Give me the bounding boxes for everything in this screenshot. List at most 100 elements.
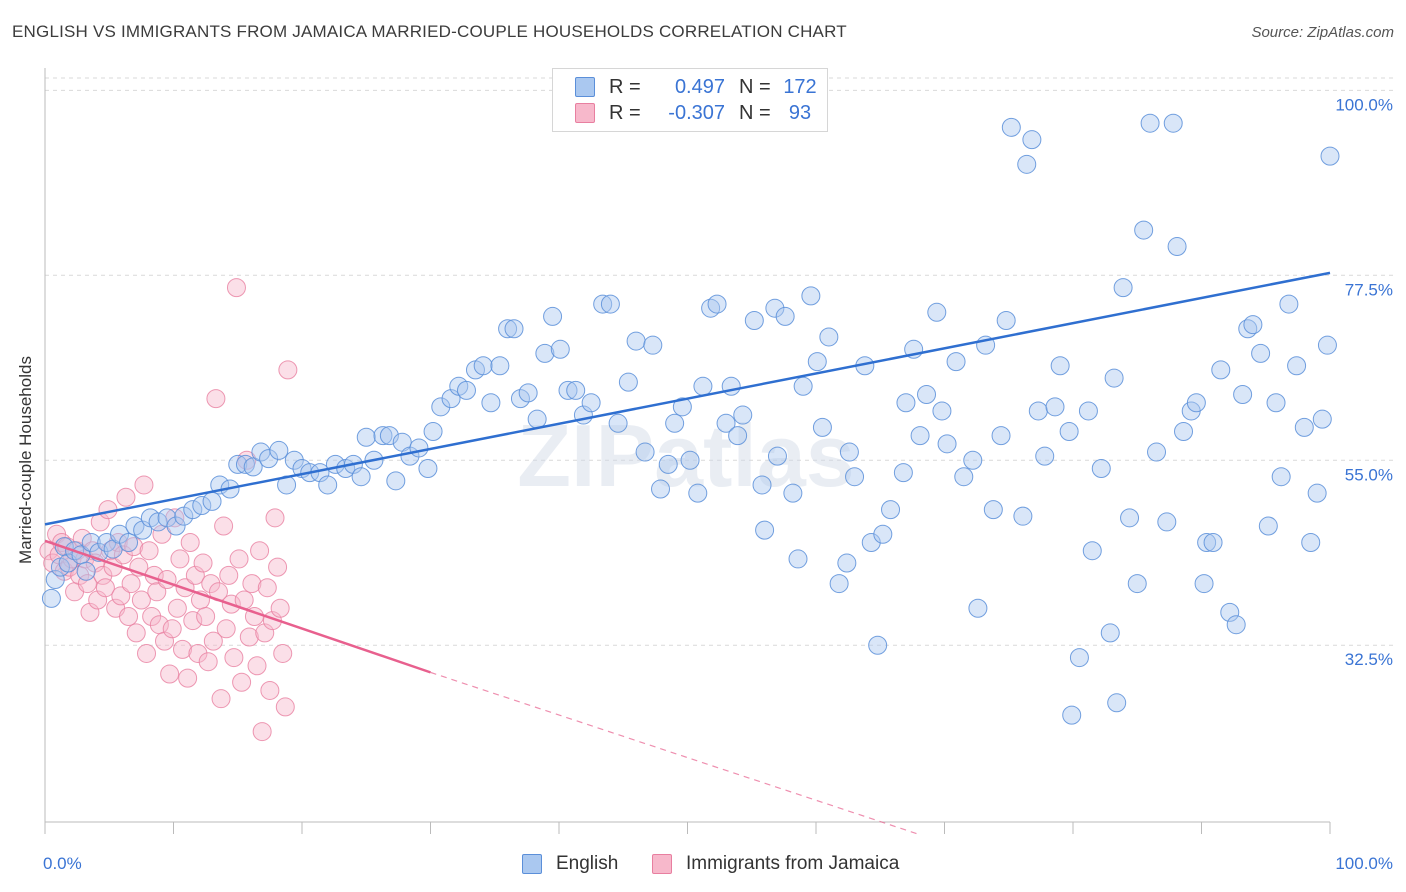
english-point xyxy=(807,352,827,372)
english-point xyxy=(1069,648,1089,668)
jamaica-trend-extension xyxy=(430,671,919,835)
english-point xyxy=(1279,294,1299,314)
english-point xyxy=(1197,532,1217,552)
n-value-jamaica: 93 xyxy=(788,101,812,124)
jamaica-point xyxy=(139,541,159,561)
jamaica-point xyxy=(216,619,236,639)
english-point xyxy=(1258,516,1278,536)
english-point xyxy=(183,500,203,520)
english-point xyxy=(543,306,563,326)
jamaica-point xyxy=(113,545,133,565)
english-point xyxy=(1017,154,1037,174)
jamaica-point xyxy=(160,664,180,684)
english-point xyxy=(635,442,655,462)
english-point xyxy=(284,450,304,470)
english-point xyxy=(1013,506,1033,526)
x-tick-label: 100.0% xyxy=(1335,854,1393,873)
jamaica-point xyxy=(80,602,100,622)
jamaica-point xyxy=(232,672,252,692)
english-point xyxy=(490,356,510,376)
tick-labels: 100.0% 77.5% 55.0% 32.5% 0.0% 100.0% xyxy=(43,95,1393,873)
english-point xyxy=(626,331,646,351)
english-point xyxy=(937,434,957,454)
english-point xyxy=(873,524,893,544)
jamaica-point xyxy=(198,652,218,672)
bottom-legend-english: English xyxy=(522,852,618,876)
english-point xyxy=(431,397,451,417)
jamaica-point xyxy=(257,578,277,598)
english-point xyxy=(498,319,518,339)
english-point xyxy=(983,500,1003,520)
r-value-jamaica: -0.307 xyxy=(668,101,725,124)
english-point xyxy=(910,426,930,446)
r-label: R = xyxy=(609,75,641,98)
english-point xyxy=(1078,401,1098,421)
x-tick-label: 0.0% xyxy=(43,854,82,873)
english-point xyxy=(651,479,671,499)
english-point xyxy=(373,426,393,446)
english-point xyxy=(1140,113,1160,133)
jamaica-trend-line xyxy=(44,539,431,674)
jamaica-swatch xyxy=(575,103,595,123)
english-point xyxy=(593,294,613,314)
english-point xyxy=(954,467,974,487)
english-point xyxy=(1220,602,1240,622)
english-point xyxy=(1147,442,1167,462)
legend-row-english: R = 0.497 N = 172 xyxy=(575,75,825,99)
english-point xyxy=(1320,146,1340,166)
english-point xyxy=(192,495,212,515)
english-point xyxy=(917,385,937,405)
english-point xyxy=(896,393,916,413)
english-point xyxy=(473,356,493,376)
english-point xyxy=(1211,360,1231,380)
english-point xyxy=(600,294,620,314)
english-point xyxy=(658,454,678,474)
english-point xyxy=(535,343,555,363)
english-point xyxy=(793,376,813,396)
english-point xyxy=(1120,508,1140,528)
english-point xyxy=(527,409,547,429)
jamaica-point xyxy=(214,516,234,536)
jamaica-point xyxy=(193,553,213,573)
english-point xyxy=(893,463,913,483)
english-legend-label: English xyxy=(556,853,619,874)
english-point xyxy=(839,442,859,462)
watermark: ZIPatlas xyxy=(517,406,854,505)
english-point xyxy=(243,457,263,477)
jamaica-point xyxy=(167,598,187,618)
jamaica-point xyxy=(273,643,293,663)
english-swatch xyxy=(575,77,595,97)
english-point xyxy=(1186,393,1206,413)
english-point xyxy=(1091,458,1111,478)
axes xyxy=(44,68,1331,834)
english-point xyxy=(1157,512,1177,532)
jamaica-point xyxy=(147,582,167,602)
english-point xyxy=(775,306,795,326)
english-point xyxy=(1301,532,1321,552)
jamaica-point xyxy=(77,574,97,594)
english-point xyxy=(566,380,586,400)
english-point xyxy=(991,426,1011,446)
jamaica-point xyxy=(172,639,192,659)
jamaica-point xyxy=(188,643,208,663)
english-point xyxy=(788,549,808,569)
n-label: N = xyxy=(739,75,771,98)
english-point xyxy=(76,561,96,581)
english-point xyxy=(688,483,708,503)
jamaica-point xyxy=(178,668,198,688)
legend-row-jamaica: R = -0.307 N = 93 xyxy=(575,101,825,125)
english-point xyxy=(510,389,530,409)
english-point xyxy=(45,569,65,589)
chart-title: ENGLISH VS IMMIGRANTS FROM JAMAICA MARRI… xyxy=(12,22,847,41)
english-point xyxy=(1127,574,1147,594)
english-point xyxy=(868,635,888,655)
english-point xyxy=(504,319,524,339)
jamaica-point xyxy=(162,619,182,639)
stats-legend: R = 0.497 N = 172 R = -0.307 N = 93 xyxy=(552,68,828,132)
english-point xyxy=(680,450,700,470)
english-point xyxy=(812,417,832,437)
jamaica-point xyxy=(119,606,139,626)
jamaica-point xyxy=(268,557,288,577)
english-trend-line xyxy=(44,271,1331,526)
